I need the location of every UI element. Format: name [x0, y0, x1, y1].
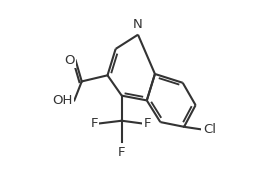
Text: F: F — [90, 117, 98, 130]
Text: N: N — [133, 18, 143, 31]
Text: O: O — [64, 54, 74, 67]
Text: Cl: Cl — [204, 123, 217, 136]
Text: OH: OH — [53, 94, 73, 107]
Text: F: F — [118, 146, 126, 159]
Text: F: F — [144, 117, 151, 130]
